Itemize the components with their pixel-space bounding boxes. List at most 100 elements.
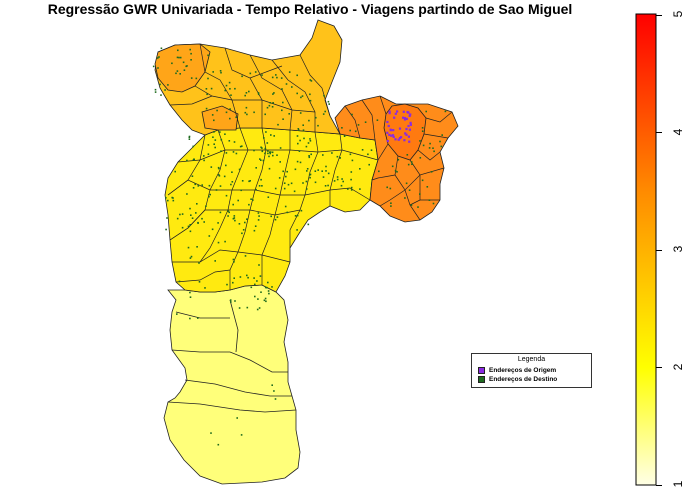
destination-point: [190, 59, 192, 61]
destination-point: [274, 187, 277, 190]
destination-point: [156, 57, 159, 59]
destination-point: [328, 103, 330, 105]
legend-box: Legenda Endereços de Origem Endereços de…: [471, 353, 592, 388]
origin-point: [387, 124, 390, 128]
destination-point: [327, 100, 330, 103]
destination-point: [333, 180, 336, 182]
destination-point: [270, 215, 272, 218]
destination-point: [203, 221, 205, 223]
destination-point: [272, 93, 274, 95]
origin-point: [407, 124, 410, 128]
destination-point: [324, 185, 327, 187]
destination-point: [421, 179, 424, 182]
destination-point: [331, 152, 333, 154]
destination-point: [288, 71, 291, 73]
destination-point: [224, 133, 226, 135]
destination-point: [271, 76, 274, 79]
destination-point: [220, 71, 222, 74]
destination-point: [343, 135, 346, 137]
destination-point: [172, 199, 175, 202]
destination-point: [228, 211, 230, 214]
destination-point: [213, 119, 215, 122]
destination-point: [283, 187, 286, 190]
destination-point: [160, 94, 162, 96]
destination-point: [201, 184, 203, 186]
origin-point: [408, 128, 411, 131]
destination-point: [186, 159, 188, 162]
destination-point: [297, 142, 299, 145]
destination-point: [296, 160, 299, 163]
district-boundaries: [167, 43, 453, 290]
destination-point: [342, 180, 344, 183]
destination-point: [244, 111, 247, 114]
colorbar-tick: [656, 14, 662, 16]
destination-point: [308, 156, 311, 159]
origin-point: [403, 117, 406, 120]
destination-point: [189, 291, 191, 294]
destination-point: [252, 199, 254, 201]
destination-point: [241, 145, 243, 147]
destination-point: [210, 87, 213, 90]
origin-point: [402, 116, 405, 119]
origin-point: [386, 120, 389, 124]
destination-point: [186, 65, 188, 67]
destination-point: [239, 276, 242, 278]
destination-point: [279, 147, 282, 149]
destination-point: [179, 73, 181, 75]
destination-point: [357, 124, 360, 126]
destination-point: [440, 145, 443, 148]
destination-point: [166, 217, 168, 219]
destination-point: [411, 163, 413, 165]
destination-point: [189, 207, 191, 210]
destination-point: [219, 185, 222, 187]
destination-point: [253, 149, 255, 152]
destination-point: [322, 176, 325, 178]
destination-point: [397, 158, 400, 161]
origin-point: [393, 116, 396, 119]
destination-point: [350, 171, 353, 173]
destination-point: [193, 158, 195, 160]
destination-point: [250, 198, 252, 200]
destination-point: [187, 246, 190, 249]
destination-point: [225, 111, 228, 114]
destination-point: [198, 262, 200, 264]
destination-point: [245, 106, 248, 109]
destination-point: [265, 300, 267, 303]
south-division-4: [167, 401, 297, 413]
destination-point: [288, 113, 290, 115]
destination-point: [190, 214, 192, 216]
destination-point: [277, 123, 279, 126]
destination-point: [241, 75, 243, 78]
origin-point: [396, 110, 399, 113]
destination-point: [278, 177, 281, 179]
destination-point: [227, 210, 229, 212]
destination-point: [216, 109, 218, 112]
destination-point: [267, 281, 269, 284]
destination-point: [266, 142, 269, 144]
destination-point: [229, 299, 232, 301]
destination-point: [231, 181, 234, 183]
destination-point: [264, 297, 267, 300]
destination-point: [237, 199, 239, 202]
destination-point: [291, 86, 293, 88]
destination-point: [258, 307, 261, 309]
destination-point: [268, 167, 271, 170]
origin-point: [392, 135, 395, 138]
destination-point: [364, 121, 367, 123]
destination-point: [425, 110, 427, 113]
destination-point: [191, 217, 194, 219]
destination-point: [167, 84, 169, 86]
destination-point: [280, 77, 283, 79]
destination-point: [325, 165, 327, 168]
destination-point: [341, 178, 343, 180]
destination-point: [212, 136, 214, 138]
destination-point: [285, 175, 287, 178]
destination-point: [426, 186, 429, 188]
destination-point: [310, 153, 312, 156]
destination-point: [248, 203, 250, 206]
destination-point: [187, 225, 190, 228]
destination-point: [308, 155, 310, 157]
destination-point: [419, 157, 422, 159]
origin-point: [392, 129, 395, 132]
destination-point: [259, 275, 262, 277]
